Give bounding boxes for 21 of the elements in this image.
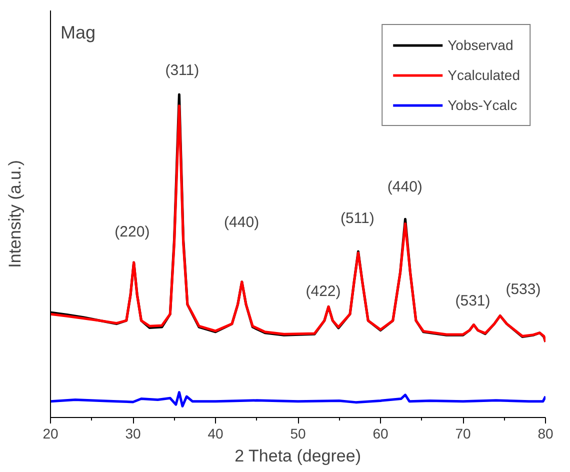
x-tick-label: 20 [42,426,58,442]
annotation: (531) [455,292,490,310]
text: (311) [165,62,200,79]
annotation: (440) [387,178,422,196]
legend-label: Yobs-Ycalc [448,97,518,113]
annotation: (440) [224,214,260,231]
annotation: (422) [306,282,341,300]
x-tick-label: 30 [125,426,141,442]
y-axis-title: Intensity (a.u.) [6,160,24,268]
x-tick-label: 40 [208,426,224,442]
x-tick-label: 70 [455,426,471,442]
annotation: (220) [114,223,150,240]
x-axis-title: 2 Theta (degree) [234,446,362,466]
legend-label: Ycalculated [448,67,520,83]
annotation: (511) [340,210,374,227]
x-tick-label: 80 [538,426,554,442]
x-tick-label: 50 [290,426,306,442]
legend-label: Yobservad [448,37,514,53]
chart-title: Mag [60,22,96,42]
x-tick-label: 60 [372,426,388,442]
annotation: (533) [506,280,541,298]
